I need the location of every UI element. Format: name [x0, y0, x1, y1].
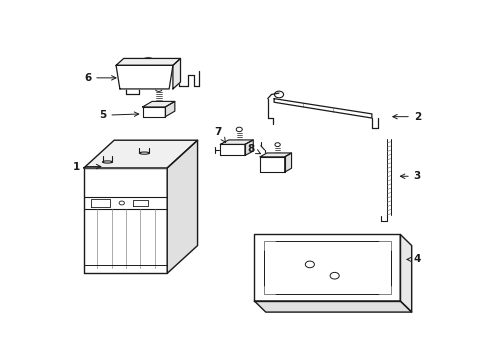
Polygon shape — [173, 58, 180, 89]
Polygon shape — [167, 140, 197, 273]
Text: 3: 3 — [400, 171, 420, 181]
Polygon shape — [254, 301, 411, 312]
Polygon shape — [84, 168, 167, 273]
Circle shape — [236, 127, 242, 132]
Text: 2: 2 — [392, 112, 420, 122]
Polygon shape — [260, 157, 284, 172]
Circle shape — [155, 86, 162, 91]
Polygon shape — [165, 102, 175, 117]
Circle shape — [142, 58, 154, 66]
Polygon shape — [254, 234, 400, 301]
Text: 1: 1 — [73, 162, 101, 172]
Text: 5: 5 — [99, 110, 139, 120]
Polygon shape — [284, 153, 291, 172]
Ellipse shape — [102, 161, 112, 163]
Circle shape — [274, 91, 283, 98]
Polygon shape — [260, 153, 291, 157]
Ellipse shape — [139, 152, 149, 154]
Polygon shape — [220, 144, 244, 156]
Text: 6: 6 — [84, 73, 116, 83]
Polygon shape — [274, 99, 371, 118]
Polygon shape — [244, 140, 253, 156]
Polygon shape — [84, 140, 197, 168]
Polygon shape — [116, 66, 173, 89]
Circle shape — [139, 144, 149, 151]
Polygon shape — [116, 58, 180, 66]
Polygon shape — [400, 234, 411, 312]
Polygon shape — [142, 107, 165, 117]
Polygon shape — [220, 140, 253, 144]
Circle shape — [102, 153, 112, 160]
Polygon shape — [142, 102, 175, 107]
Text: 7: 7 — [214, 127, 225, 142]
Text: 4: 4 — [406, 255, 420, 264]
Circle shape — [274, 143, 280, 147]
Text: 8: 8 — [246, 144, 260, 154]
